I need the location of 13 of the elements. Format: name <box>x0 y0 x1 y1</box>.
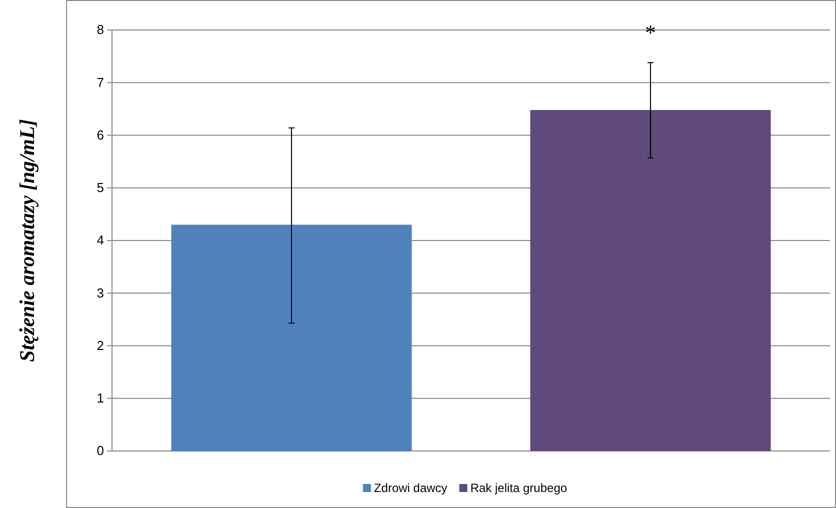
y-tick-label: 2 <box>96 338 104 353</box>
annotation: * <box>645 20 656 45</box>
y-axis-title: Stężenie aromatazy [ng/mL] <box>15 119 39 362</box>
y-tick-label: 7 <box>96 74 104 90</box>
y-tick-label: 3 <box>96 285 104 300</box>
legend-label: Rak jelita grubego <box>470 481 568 495</box>
y-tick-label: 0 <box>96 443 104 458</box>
legend-label: Zdrowi dawcy <box>374 481 448 495</box>
y-tick-label: 8 <box>96 22 104 38</box>
y-tick-label: 1 <box>96 390 104 406</box>
y-tick-label: 4 <box>96 232 104 248</box>
y-tick-label: 6 <box>96 127 104 142</box>
y-tick-label: 5 <box>96 180 104 196</box>
